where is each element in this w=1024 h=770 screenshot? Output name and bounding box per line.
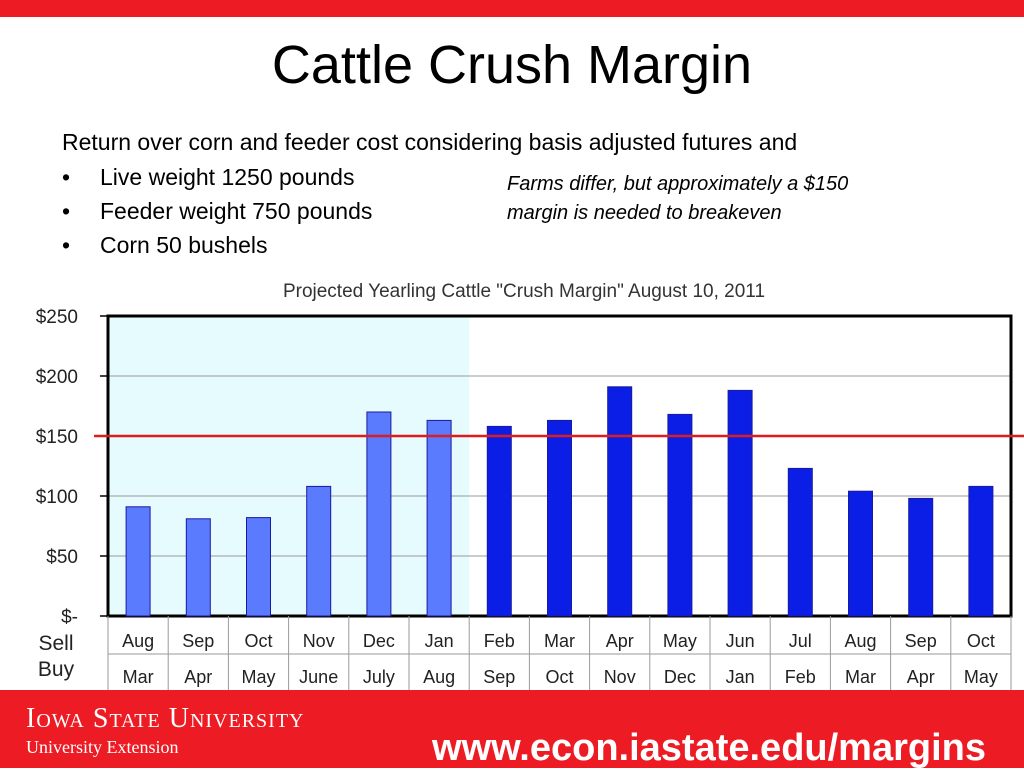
sell-month-label: Jul bbox=[789, 631, 812, 651]
bullet-glyph: • bbox=[62, 198, 71, 224]
sell-month-label: Sep bbox=[182, 631, 214, 651]
sell-month-label: Apr bbox=[606, 631, 634, 651]
crush-margin-chart: Projected Yearling Cattle "Crush Margin"… bbox=[36, 281, 1024, 690]
bar bbox=[848, 490, 873, 617]
slide-title: Cattle Crush Margin bbox=[271, 35, 753, 95]
bar bbox=[908, 497, 934, 617]
y-tick-label: $100 bbox=[36, 487, 78, 508]
bar bbox=[185, 518, 211, 617]
sell-month-label: Jun bbox=[726, 631, 755, 651]
bullet-glyph: • bbox=[62, 164, 71, 190]
y-tick-label: $- bbox=[61, 607, 78, 628]
y-tick-label: $150 bbox=[36, 427, 78, 448]
buy-month-label: Feb bbox=[785, 667, 816, 687]
sell-month-label: Dec bbox=[363, 631, 395, 651]
buy-month-label: Sep bbox=[483, 667, 515, 687]
sell-month-label: Oct bbox=[967, 631, 995, 651]
list-item: • Live weight 1250 pounds bbox=[62, 160, 372, 194]
note-line: Farms differ, but approximately a $150 bbox=[507, 173, 849, 195]
isu-logo: Iowa State University University Extensi… bbox=[26, 703, 305, 757]
y-tick-label: $250 bbox=[36, 307, 78, 328]
list-item: • Corn 50 bushels bbox=[62, 228, 372, 262]
bar bbox=[125, 506, 151, 617]
bullet-feeder-weight: Feeder weight 750 pounds bbox=[100, 198, 373, 224]
bar bbox=[246, 517, 271, 617]
sell-month-label: May bbox=[663, 631, 697, 651]
buy-month-label: Aug bbox=[423, 667, 455, 687]
buy-month-label: Dec bbox=[664, 667, 696, 687]
bar bbox=[366, 411, 392, 617]
month-table: Aug Sep Oct Nov Dec Jan Feb Mar Apr May Jun Jul Aug S… bbox=[38, 616, 1012, 690]
bar bbox=[306, 485, 332, 617]
buy-month-label: Oct bbox=[545, 667, 573, 687]
sell-month-label: Aug bbox=[844, 631, 876, 651]
sell-month-label: Mar bbox=[544, 631, 575, 651]
top-red-bar bbox=[0, 0, 1024, 17]
bullet-corn: Corn 50 bushels bbox=[100, 232, 268, 258]
bar bbox=[547, 419, 572, 617]
note-line: margin is needed to breakeven bbox=[507, 202, 782, 224]
bar bbox=[667, 413, 693, 617]
buy-month-label: Jan bbox=[726, 667, 755, 687]
buy-month-label: Mar bbox=[123, 667, 154, 687]
row-label-sell: Sell bbox=[38, 632, 73, 655]
sell-month-label: Jan bbox=[425, 631, 454, 651]
buy-month-label: May bbox=[241, 667, 275, 687]
assumption-list: • Live weight 1250 pounds • Feeder weight … bbox=[62, 160, 372, 262]
y-tick-label: $200 bbox=[36, 367, 78, 388]
buy-month-label: Mar bbox=[845, 667, 876, 687]
buy-month-label: Apr bbox=[907, 667, 935, 687]
bar bbox=[486, 425, 512, 617]
buy-month-label: July bbox=[363, 667, 395, 687]
y-tick-label: $50 bbox=[46, 547, 78, 568]
bar bbox=[787, 467, 813, 617]
logo-university-name: Iowa State University bbox=[26, 703, 305, 734]
sell-month-label: Oct bbox=[244, 631, 272, 651]
bullet-live-weight: Live weight 1250 pounds bbox=[100, 164, 355, 190]
bar bbox=[727, 389, 753, 617]
logo-extension-name: University Extension bbox=[26, 737, 179, 757]
sell-month-label: Aug bbox=[122, 631, 154, 651]
bar-layer bbox=[125, 386, 994, 617]
row-label-buy: Buy bbox=[38, 658, 75, 681]
buy-month-label: Apr bbox=[184, 667, 212, 687]
bar bbox=[607, 386, 633, 617]
bar bbox=[426, 419, 452, 617]
footer-bar bbox=[0, 690, 1024, 768]
bullet-glyph: • bbox=[62, 232, 71, 258]
sell-month-label: Sep bbox=[905, 631, 937, 651]
buy-month-label: Nov bbox=[604, 667, 636, 687]
buy-month-label: June bbox=[299, 667, 338, 687]
bar bbox=[968, 485, 994, 617]
list-item: • Feeder weight 750 pounds bbox=[62, 194, 372, 228]
sell-month-label: Feb bbox=[484, 631, 515, 651]
shaded-region bbox=[108, 316, 470, 616]
sell-month-label: Nov bbox=[303, 631, 335, 651]
intro-text: Return over corn and feeder cost conside… bbox=[62, 129, 798, 155]
buy-month-label: May bbox=[964, 667, 998, 687]
chart-title: Projected Yearling Cattle "Crush Margin"… bbox=[283, 281, 765, 302]
footer-url-link[interactable]: www.econ.iastate.edu/margins bbox=[432, 727, 986, 769]
breakeven-note: Farms differ, but approximately a $150 m… bbox=[507, 170, 977, 228]
